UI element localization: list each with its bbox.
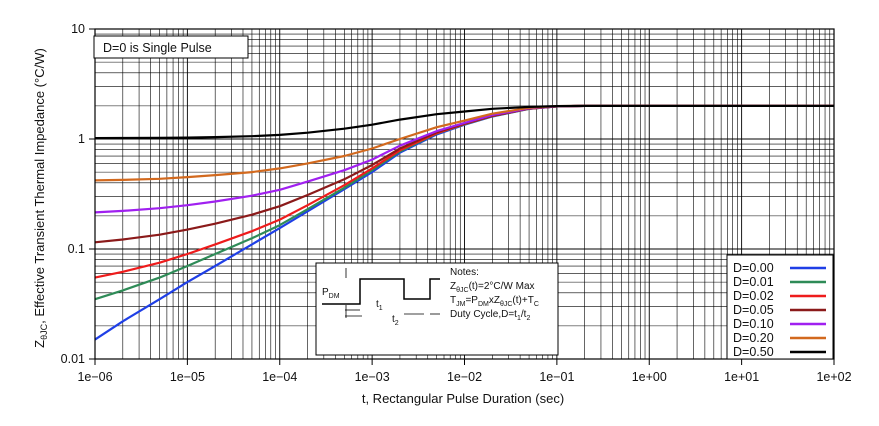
- note-line-2: TJM=PDMxZθJC(t)+TC: [450, 295, 539, 308]
- single-pulse-box: D=0 is Single Pulse: [93, 35, 249, 59]
- y-tick-label: 1: [78, 132, 85, 146]
- x-tick-label: 1e+01: [724, 370, 759, 384]
- x-tick-label: 1e−03: [355, 370, 390, 384]
- legend-label: D=0.02: [733, 289, 774, 303]
- x-axis-title: t, Rectangular Pulse Duration (sec): [362, 391, 564, 406]
- legend-label: D=0.50: [733, 345, 774, 359]
- notes-title: Notes:: [450, 267, 479, 278]
- y-tick-label: 10: [71, 22, 85, 36]
- series-line-D-0-50: [94, 104, 834, 140]
- legend-label: D=0.05: [733, 303, 774, 317]
- series-lines: [94, 104, 834, 341]
- x-tick-label: 1e+00: [632, 370, 667, 384]
- t1-label: t1: [376, 299, 383, 312]
- y-tick-label: 0.01: [61, 352, 85, 366]
- axis-ticks: 1e−06 1e−05 1e−04 1e−03 1e−02 1e−01 1e+00 1e+01…: [61, 22, 852, 384]
- x-tick-label: 1e−02: [447, 370, 482, 384]
- notes-inset: PDM t1 t2 Notes: ZθJC(t)=2°C/W Max TJM=P…: [315, 262, 559, 356]
- x-tick-label: 1e+02: [816, 370, 851, 384]
- pulse-waveform-icon: [322, 278, 440, 305]
- note-line-3: Duty Cycle,D=t1/t2: [450, 309, 530, 322]
- single-pulse-label: D=0 is Single Pulse: [103, 41, 212, 55]
- t2-label: t2: [392, 314, 399, 327]
- legend: D=0.00D=0.01D=0.02D=0.05D=0.10D=0.20D=0.…: [726, 254, 834, 360]
- note-line-1: ZθJC(t)=2°C/W Max: [450, 281, 535, 294]
- legend-label: D=0.10: [733, 317, 774, 331]
- y-tick-label: 0.1: [68, 242, 85, 256]
- x-tick-label: 1e−01: [539, 370, 574, 384]
- pdm-label: PDM: [322, 287, 340, 300]
- x-tick-label: 1e−05: [170, 370, 205, 384]
- x-tick-label: 1e−06: [77, 370, 112, 384]
- legend-label: D=0.00: [733, 261, 774, 275]
- x-tick-label: 1e−04: [262, 370, 297, 384]
- legend-label: D=0.01: [733, 275, 774, 289]
- y-axis-title: ZθJC, Effective Transient Thermal Impeda…: [32, 48, 49, 348]
- legend-label: D=0.20: [733, 331, 774, 345]
